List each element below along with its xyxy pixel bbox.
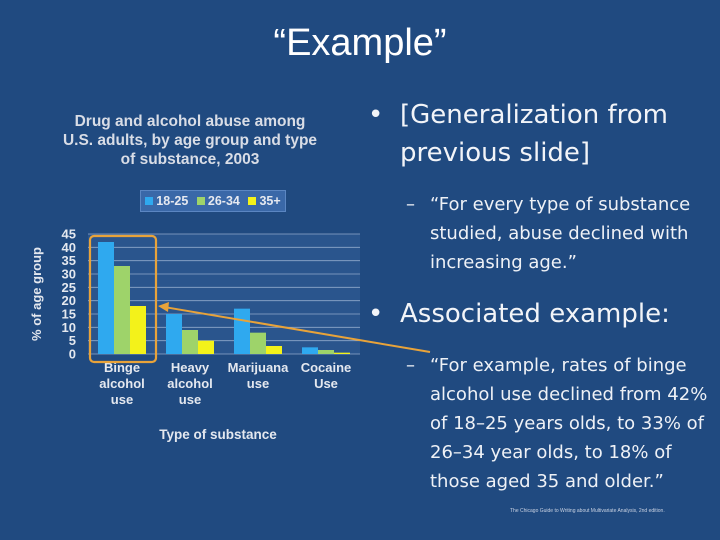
bar-35+-1 [198, 340, 214, 354]
chart-legend: 18-25 26-34 35+ [140, 190, 286, 212]
x-tick-label: Marijuana use [228, 360, 289, 391]
legend-label: 35+ [259, 194, 281, 208]
y-tick-label: 15 [62, 307, 76, 322]
legend-swatch-icon [196, 197, 205, 205]
x-tick-label: Heavy alcohol use [167, 360, 213, 407]
x-tick-label: Binge alcohol use [99, 360, 145, 407]
legend-item-35plus: 35+ [248, 194, 281, 208]
bullet-example: • Associated example: [368, 295, 713, 333]
y-tick-label: 45 [62, 227, 76, 242]
sub-bullet-generalization: – “For every type of substance studied, … [368, 190, 713, 277]
y-tick-label: 25 [62, 280, 76, 295]
y-tick-label: 40 [62, 240, 76, 255]
x-axis-label: Type of substance [159, 427, 277, 442]
bullet-generalization: • [Generalization from previous slide] [368, 96, 713, 172]
bar-35+-3 [334, 352, 350, 354]
bullet-list: • [Generalization from previous slide] –… [368, 96, 713, 514]
legend-item-26-34: 26-34 [196, 194, 240, 208]
legend-label: 26-34 [207, 194, 240, 208]
bullet-text: Associated example: [400, 299, 670, 329]
dash-icon: – [406, 194, 415, 215]
y-tick-label: 30 [62, 267, 76, 282]
bar-18-25-3 [302, 347, 318, 354]
bar-18-25-1 [166, 314, 182, 354]
legend-item-18-25: 18-25 [145, 194, 188, 208]
bar-18-25-0 [98, 242, 114, 354]
y-tick-label: 35 [62, 253, 76, 268]
legend-swatch-icon [145, 197, 154, 205]
source-citation: The Chicago Guide to Writing about Multi… [510, 508, 665, 514]
legend-swatch-icon [248, 197, 257, 205]
bar-35+-2 [266, 346, 282, 354]
highlight-box [88, 234, 158, 364]
bar-26-34-0 [114, 266, 130, 354]
bar-35+-0 [130, 306, 146, 354]
bar-26-34-2 [250, 332, 266, 354]
y-tick-label: 5 [69, 333, 76, 348]
sub-bullet-text: “For example, rates of binge alcohol use… [430, 355, 708, 492]
bar-18-25-2 [234, 308, 250, 354]
y-tick-label: 0 [69, 347, 76, 362]
dash-icon: – [406, 355, 415, 376]
bullet-icon: • [368, 299, 384, 329]
slide-title: “Example” [273, 22, 447, 64]
y-tick-label: 20 [62, 293, 76, 308]
sub-bullet-example: – “For example, rates of binge alcohol u… [368, 351, 713, 496]
y-axis-label: % of age group [29, 247, 44, 341]
legend-label: 18-25 [156, 194, 189, 208]
sub-bullet-text: “For every type of substance studied, ab… [430, 194, 691, 273]
callout-arrowhead-icon [158, 302, 169, 312]
bar-26-34-1 [182, 330, 198, 354]
callout-arrow-line [165, 306, 431, 353]
bullet-icon: • [368, 100, 384, 130]
chart-title: Drug and alcohol abuse among U.S. adults… [62, 113, 318, 168]
x-tick-label: Cocaine Use [301, 360, 352, 391]
bullet-text: [Generalization from previous slide] [400, 100, 668, 168]
y-tick-label: 10 [62, 320, 76, 335]
bar-26-34-3 [318, 350, 334, 354]
